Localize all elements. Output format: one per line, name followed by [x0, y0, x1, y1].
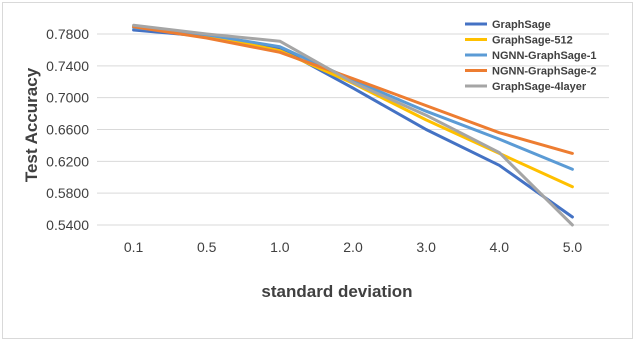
y-tick-labels: 0.5400 0.5800 0.6200 0.6600 0.7000 0.7400 0.78…: [46, 26, 89, 233]
gridlines: [97, 33, 609, 226]
y-tick-label: 0.6200: [46, 153, 89, 169]
x-tick-labels: 0.1 0.5 1.0 2.0 3.0 4.0 5.0: [124, 239, 583, 255]
legend: GraphSage GraphSage-512 NGNN-GraphSage-1 NG…: [465, 19, 597, 93]
legend-label: NGNN-GraphSage-2: [492, 66, 597, 78]
legend-label: GraphSage-4layer: [492, 81, 587, 93]
series-lines: [132, 23, 574, 227]
x-tick-label: 4.0: [490, 239, 510, 255]
y-tick-label: 0.5400: [46, 217, 89, 233]
x-tick-label: 3.0: [416, 239, 436, 255]
y-tick-label: 0.6600: [46, 122, 89, 138]
y-tick-label: 0.5800: [46, 185, 89, 201]
series-line-ngnn-graphsage-1: [132, 26, 574, 171]
legend-label: GraphSage-512: [492, 35, 573, 47]
series-line-ngnn-graphsage-2: [132, 25, 574, 155]
y-axis-title: Test Accuracy: [22, 67, 41, 182]
y-tick-label: 0.7400: [46, 58, 89, 74]
x-tick-label: 0.5: [197, 239, 217, 255]
x-tick-label: 0.1: [124, 239, 144, 255]
legend-label: GraphSage: [492, 19, 551, 31]
y-tick-label: 0.7800: [46, 26, 89, 42]
x-tick-label: 1.0: [270, 239, 290, 255]
line-chart: 0.5400 0.5800 0.6200 0.6600 0.7000 0.7400 0.78…: [22, 19, 609, 301]
legend-label: NGNN-GraphSage-1: [492, 50, 597, 62]
x-tick-label: 5.0: [563, 239, 583, 255]
x-tick-label: 2.0: [343, 239, 363, 255]
y-tick-label: 0.7000: [46, 90, 89, 106]
chart-container: 0.5400 0.5800 0.6200 0.6600 0.7000 0.7400 0.78…: [2, 2, 633, 339]
series-line-graphsage-4layer: [132, 23, 574, 227]
x-axis-title: standard deviation: [261, 282, 412, 301]
